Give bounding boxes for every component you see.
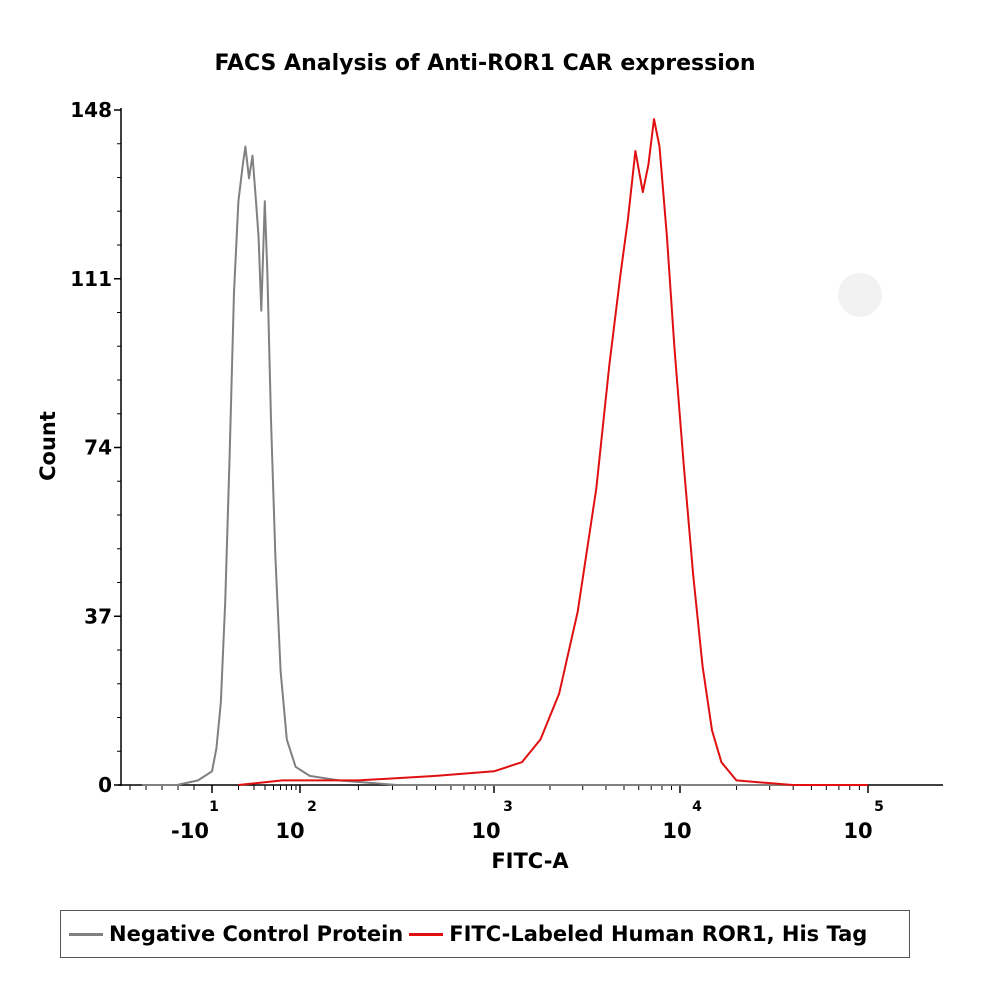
y-tick-label: 74 (84, 436, 112, 460)
x-tick-label-exponent: 2 (307, 799, 317, 815)
watermark (838, 273, 882, 317)
legend-item-fitc-ror1: FITC-Labeled Human ROR1, His Tag (409, 922, 867, 946)
y-tick-label: 111 (70, 267, 112, 291)
legend-swatch-red (409, 932, 444, 936)
legend-label: Negative Control Protein (109, 922, 404, 946)
x-tick-label-exponent: 5 (874, 799, 884, 815)
chart-title: FACS Analysis of Anti-ROR1 CAR expressio… (214, 51, 755, 76)
x-axis-title: FITC-A (491, 849, 569, 873)
y-tick-label: 0 (98, 773, 112, 797)
x-tick-label-exponent: 1 (209, 799, 219, 815)
series-line-fitc-ror1 (238, 118, 868, 786)
x-tick-label-exponent: 3 (503, 799, 513, 815)
y-axis-ticks: 0 37 74 111 148 (70, 98, 121, 797)
legend-swatch-gray (69, 932, 103, 936)
legend-label: FITC-Labeled Human ROR1, His Tag (449, 922, 868, 946)
x-tick-label-base: -10 (171, 819, 209, 843)
y-tick-label: 148 (70, 98, 112, 122)
x-tick-label-exponent: 4 (692, 799, 702, 815)
series-lines (142, 118, 868, 786)
y-tick-label: 37 (84, 604, 112, 628)
y-axis-title: Count (36, 411, 60, 481)
series-line-negative-control (142, 145, 868, 786)
x-tick-label-base: 10 (471, 819, 500, 843)
x-tick-label-base: 10 (843, 819, 872, 843)
legend-item-negative-control: Negative Control Protein (69, 922, 403, 946)
legend: Negative Control Protein FITC-Labeled Hu… (60, 910, 910, 958)
x-tick-label-base: 10 (662, 819, 691, 843)
x-tick-label-base: 10 (275, 819, 304, 843)
